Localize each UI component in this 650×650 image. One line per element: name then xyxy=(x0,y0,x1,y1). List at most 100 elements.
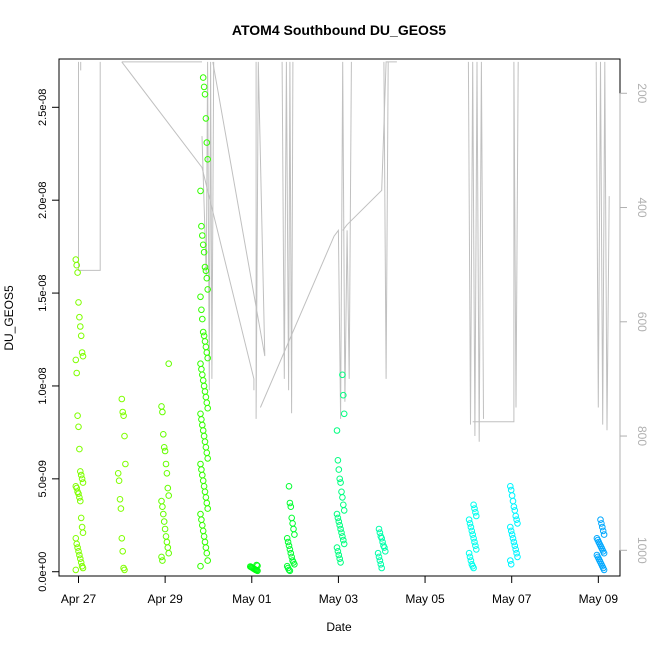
data-point xyxy=(77,471,85,479)
data-point xyxy=(378,535,386,542)
data-point xyxy=(598,520,605,527)
data-point xyxy=(336,475,344,483)
data-point xyxy=(333,510,341,518)
data-point xyxy=(158,403,165,410)
chart-title: ATOM4 Southbound DU_GEOS5 xyxy=(232,22,446,38)
data-point xyxy=(203,399,211,407)
data-point xyxy=(161,447,169,455)
y-tick-label: 2.0e-08 xyxy=(37,182,49,219)
data-point xyxy=(204,286,211,293)
data-point xyxy=(203,274,211,282)
data-point xyxy=(162,533,170,540)
data-point xyxy=(470,564,477,572)
data-point xyxy=(197,410,204,418)
data-point xyxy=(334,514,342,522)
x-tick-label: May 05 xyxy=(405,592,445,606)
pressure-trace-segment xyxy=(201,61,215,391)
data-point xyxy=(115,477,123,485)
data-point xyxy=(198,416,205,423)
pressure-trace-segment xyxy=(467,61,484,442)
data-point xyxy=(199,315,206,323)
pressure-trace-segment xyxy=(281,61,294,414)
data-point xyxy=(77,559,85,566)
data-point xyxy=(340,410,348,418)
data-point xyxy=(471,538,478,546)
y2-tick-label: 600 xyxy=(635,312,649,332)
data-point xyxy=(75,490,82,498)
data-point xyxy=(283,535,291,542)
data-point xyxy=(514,520,521,527)
data-point xyxy=(512,512,520,520)
data-point xyxy=(507,561,515,568)
pressure-trace-segment xyxy=(595,61,610,431)
data-point xyxy=(158,497,165,505)
data-point xyxy=(160,444,168,451)
y2-tick-label: 400 xyxy=(635,197,649,217)
data-point xyxy=(466,520,474,527)
data-point xyxy=(376,529,384,537)
data-point xyxy=(203,549,211,557)
data-point xyxy=(77,555,84,563)
data-point xyxy=(199,522,206,529)
data-point xyxy=(472,542,479,550)
x-tick-label: Apr 27 xyxy=(61,592,97,606)
data-point xyxy=(203,139,211,146)
data-point xyxy=(199,527,207,535)
data-point xyxy=(288,514,296,522)
data-point xyxy=(375,525,383,533)
data-point xyxy=(79,479,87,486)
data-point xyxy=(201,538,209,546)
data-point xyxy=(334,548,342,555)
data-point xyxy=(339,533,346,540)
data-point xyxy=(74,544,81,551)
data-point xyxy=(374,549,382,557)
data-point xyxy=(335,518,343,525)
data-point xyxy=(197,293,204,301)
data-point xyxy=(340,540,348,548)
data-point xyxy=(77,497,84,505)
data-point xyxy=(75,299,82,306)
data-point xyxy=(375,553,383,561)
data-point xyxy=(77,332,85,340)
data-point xyxy=(467,523,475,531)
data-point xyxy=(465,516,473,524)
data-point xyxy=(337,479,344,486)
data-point xyxy=(511,507,519,514)
data-point xyxy=(199,427,207,434)
data-point xyxy=(77,323,84,330)
data-point xyxy=(202,544,210,551)
pressure-trace-segment xyxy=(342,61,397,231)
data-point xyxy=(199,74,207,81)
y-tick-label: 1.5e-08 xyxy=(37,274,49,311)
x-axis-label: Date xyxy=(326,620,352,634)
data-point xyxy=(290,525,297,533)
data-point xyxy=(512,546,520,553)
data-point xyxy=(507,527,515,535)
data-point xyxy=(339,494,346,501)
pressure-trace-segment xyxy=(121,61,255,391)
data-point xyxy=(291,561,298,568)
data-point xyxy=(79,352,87,360)
data-point xyxy=(75,423,82,431)
data-point xyxy=(333,427,341,434)
data-point xyxy=(333,544,341,551)
data-point xyxy=(203,499,211,507)
data-point xyxy=(200,432,208,440)
data-point xyxy=(377,561,385,568)
data-point xyxy=(122,460,129,468)
data-point xyxy=(204,505,211,512)
data-point xyxy=(199,328,207,336)
data-point xyxy=(200,483,208,490)
data-point xyxy=(162,460,170,468)
data-point xyxy=(202,393,210,401)
data-point xyxy=(199,371,206,379)
data-points-layer xyxy=(72,74,608,575)
data-point xyxy=(473,512,480,520)
data-point xyxy=(600,566,608,574)
data-point xyxy=(121,432,128,440)
data-point xyxy=(198,365,205,373)
data-point xyxy=(198,222,205,230)
data-point xyxy=(79,564,87,572)
x-tick-label: May 07 xyxy=(492,592,532,606)
data-point xyxy=(76,494,83,501)
